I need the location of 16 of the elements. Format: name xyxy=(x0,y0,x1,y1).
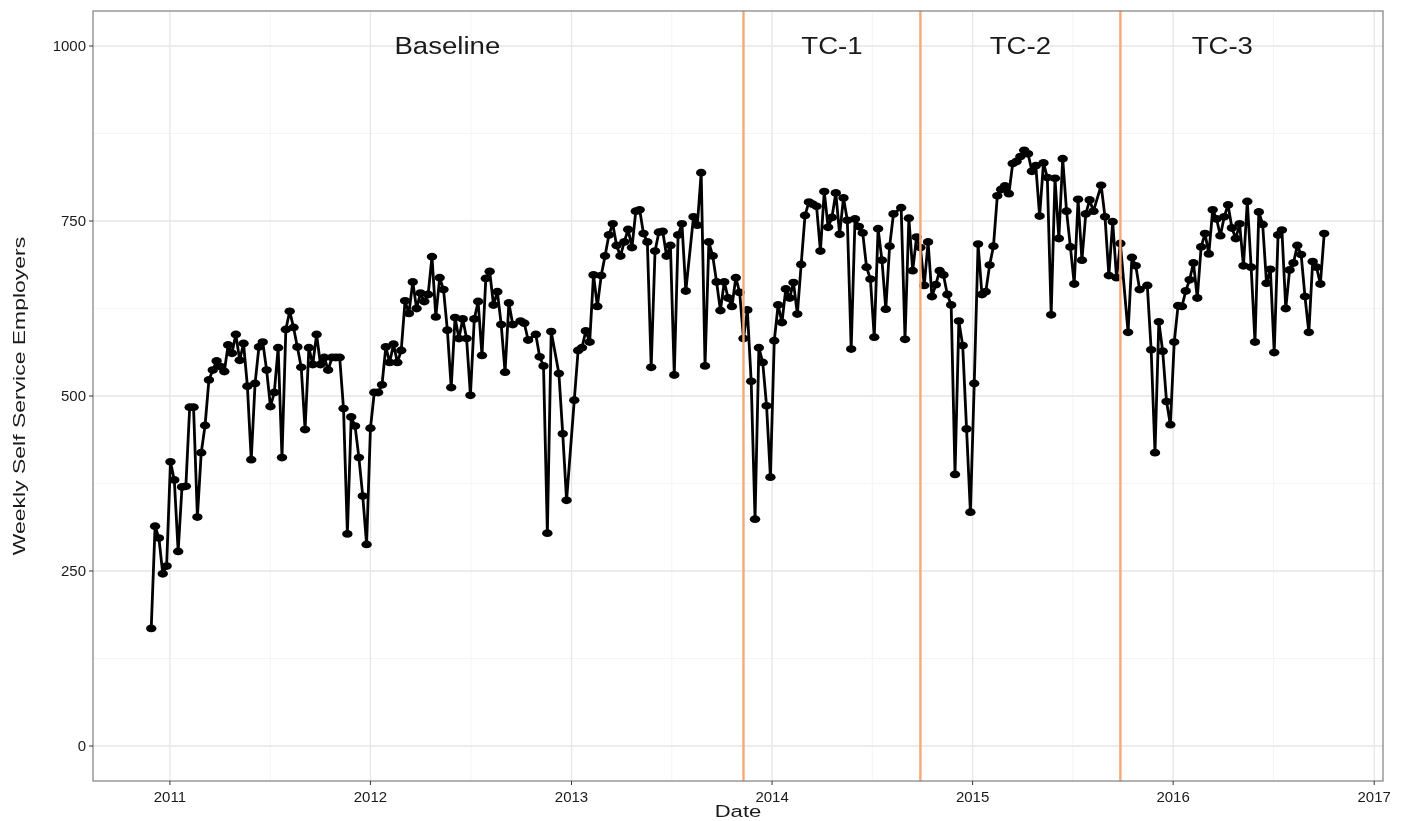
annotation: TC-1 xyxy=(801,32,863,59)
y-tick-label: 1000 xyxy=(52,37,86,55)
y-tick-label: 0 xyxy=(77,737,86,755)
y-tick-label: 250 xyxy=(60,562,86,580)
y-tick-label: 500 xyxy=(60,387,86,405)
x-tick-label: 2013 xyxy=(554,788,589,805)
x-tick-label: 2012 xyxy=(353,788,388,805)
x-tick-label: 2011 xyxy=(153,788,187,805)
x-tick-label: 2017 xyxy=(1357,788,1391,805)
x-tick-label: 2016 xyxy=(1156,788,1190,805)
annotation: TC-2 xyxy=(989,32,1052,59)
annotation: Baseline xyxy=(394,32,501,59)
annotation: TC-3 xyxy=(1191,32,1253,59)
y-axis-title: Weekly Self Service Employers xyxy=(9,236,29,556)
y-tick-label: 750 xyxy=(60,212,86,230)
x-tick-label: 2015 xyxy=(955,788,990,805)
